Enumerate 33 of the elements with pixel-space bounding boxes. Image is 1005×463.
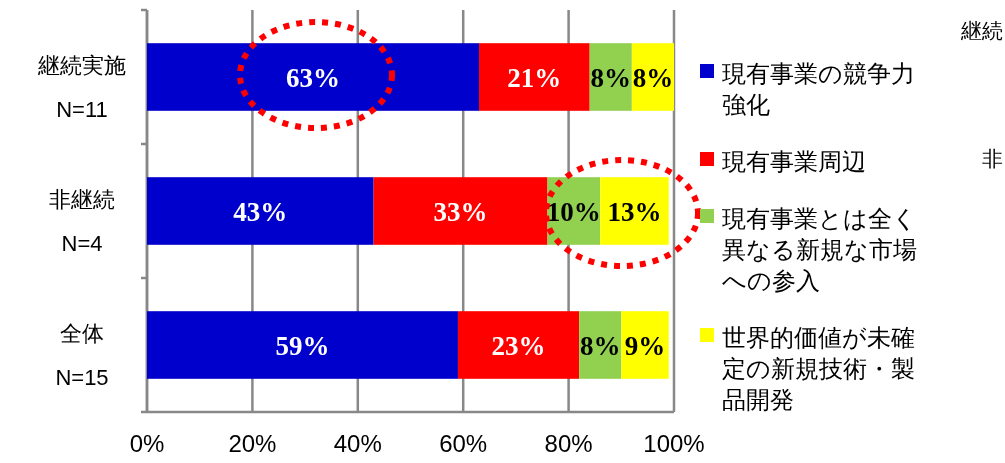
legend-label: 世界的価値が未確定の新規技術・製品開発 [722, 324, 915, 413]
x-tick-label: 0% [129, 430, 165, 457]
y-tick-label: 全体 N=15 [55, 321, 109, 390]
y-tick-label: 継続実施 N=11 [37, 53, 126, 122]
x-tick-label: 40% [333, 430, 382, 457]
data-label: 63% [286, 63, 341, 93]
text: 継続 [960, 19, 1003, 42]
data-label: 13% [607, 197, 662, 227]
bar [479, 43, 590, 111]
data-label: 10% [546, 197, 601, 227]
y-tick-label: 非継続 N=4 [49, 187, 115, 256]
data-label: 8% [579, 331, 621, 361]
x-tick-label: 80% [544, 430, 593, 457]
data-label: 8% [590, 63, 632, 93]
data-label: 59% [275, 331, 330, 361]
bar [147, 177, 374, 245]
legend-label: 現有事業の競争力強化 [722, 60, 915, 118]
x-tick-label: 100% [643, 430, 705, 457]
bar [457, 311, 580, 379]
legend-label: 現有事業とは全く異なる新規な市場への参入 [722, 205, 917, 294]
bar [621, 311, 669, 379]
data-label: 23% [491, 331, 546, 361]
data-label: 8% [632, 63, 674, 93]
text: 非 [982, 147, 1003, 170]
data-label: 9% [624, 331, 666, 361]
legend-label: 現有事業周辺 [722, 148, 866, 175]
data-label: 33% [433, 197, 488, 227]
x-tick-label: 20% [228, 430, 277, 457]
x-tick-label: 60% [439, 430, 488, 457]
bar [600, 177, 669, 245]
data-label: 21% [507, 63, 562, 93]
data-label: 43% [233, 197, 288, 227]
bar [147, 311, 458, 379]
